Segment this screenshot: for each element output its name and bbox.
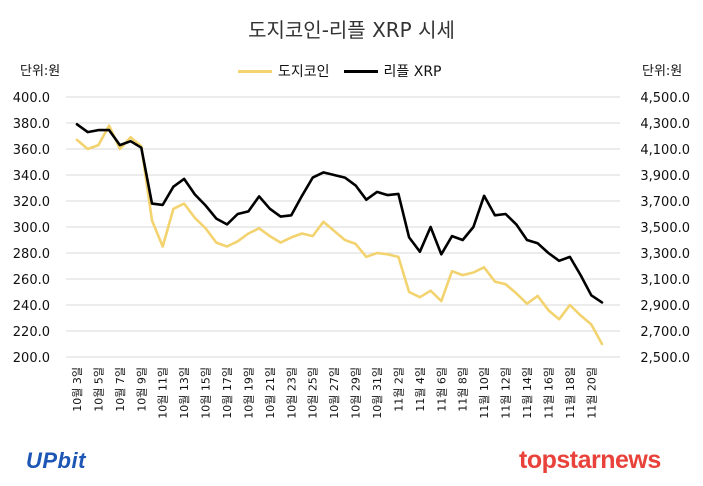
legend-swatch-doge — [238, 69, 272, 73]
right-tick-label: 2,700.0 — [640, 325, 690, 340]
x-tick-label: 10월 31일 — [370, 367, 384, 419]
legend-label-xrp: 리플 XRP — [383, 64, 442, 80]
x-tick-label: 11월 12일 — [499, 367, 513, 419]
x-tick-label: 10월 25일 — [306, 367, 320, 419]
x-tick-label: 11월 14일 — [520, 367, 534, 419]
right-axis-unit: 단위:원 — [642, 64, 683, 79]
x-tick-label: 10월 21일 — [263, 367, 277, 419]
x-tick-label: 10월 19일 — [241, 367, 255, 419]
left-tick-label: 400.0 — [13, 91, 50, 106]
x-tick-label: 10월 23일 — [284, 367, 298, 419]
left-tick-label: 280.0 — [13, 247, 50, 262]
x-tick-label: 10월 9일 — [134, 367, 148, 412]
left-tick-label: 200.0 — [13, 351, 50, 366]
x-tick-label: 11월 10일 — [477, 367, 491, 419]
x-tick-label: 10월 15일 — [199, 367, 213, 419]
right-tick-label: 3,900.0 — [640, 169, 690, 184]
left-tick-label: 260.0 — [13, 273, 50, 288]
chart-title: 도지코인-리플 XRP 시세 — [248, 18, 455, 42]
legend-item-doge: 도지코인 — [238, 61, 330, 81]
left-tick-label: 240.0 — [13, 299, 50, 314]
x-tick-label: 10월 11일 — [156, 367, 170, 419]
x-tick-label: 11월 18일 — [563, 367, 577, 419]
right-tick-label: 3,700.0 — [640, 195, 690, 210]
left-tick-label: 360.0 — [13, 143, 50, 158]
x-tick-label: 11월 8일 — [456, 367, 470, 412]
x-tick-label: 11월 2일 — [391, 367, 405, 412]
left-axis-unit: 단위:원 — [20, 64, 61, 79]
x-tick-label: 10월 27일 — [327, 367, 341, 419]
upbit-logo: UPbit — [26, 448, 86, 473]
right-tick-label: 3,500.0 — [640, 221, 690, 236]
left-tick-label: 300.0 — [13, 221, 50, 236]
right-tick-label: 4,500.0 — [640, 91, 690, 106]
x-tick-label: 10월 7일 — [113, 367, 127, 412]
right-tick-label: 3,300.0 — [640, 247, 690, 262]
right-tick-label: 4,300.0 — [640, 117, 690, 132]
x-tick-label: 11월 6일 — [434, 367, 448, 412]
right-tick-label: 4,100.0 — [640, 143, 690, 158]
x-tick-label: 10월 3일 — [70, 367, 84, 412]
left-tick-label: 320.0 — [13, 195, 50, 210]
chart-legend: 도지코인 리플 XRP — [238, 61, 456, 81]
left-tick-label: 340.0 — [13, 169, 50, 184]
right-tick-label: 3,100.0 — [640, 273, 690, 288]
x-tick-label: 11월 20일 — [584, 367, 598, 419]
series-line-doge — [75, 124, 604, 346]
legend-swatch-xrp — [343, 69, 378, 73]
topstarnews-watermark: topstarnews — [519, 446, 661, 474]
legend-label-doge: 도지코인 — [278, 64, 330, 80]
legend-item-xrp: 리플 XRP — [343, 61, 442, 81]
x-tick-label: 10월 17일 — [220, 367, 234, 419]
x-tick-label: 11월 16일 — [541, 367, 555, 419]
x-tick-label: 10월 13일 — [177, 367, 191, 419]
series-line-xrp — [75, 123, 604, 304]
left-tick-label: 220.0 — [13, 325, 50, 340]
x-tick-label: 10월 29일 — [349, 367, 363, 419]
x-tick-label: 10월 5일 — [91, 367, 105, 412]
x-tick-label: 11월 4일 — [413, 367, 427, 412]
right-tick-label: 2,900.0 — [640, 299, 690, 314]
right-tick-label: 2,500.0 — [640, 351, 690, 366]
left-tick-label: 380.0 — [13, 117, 50, 132]
